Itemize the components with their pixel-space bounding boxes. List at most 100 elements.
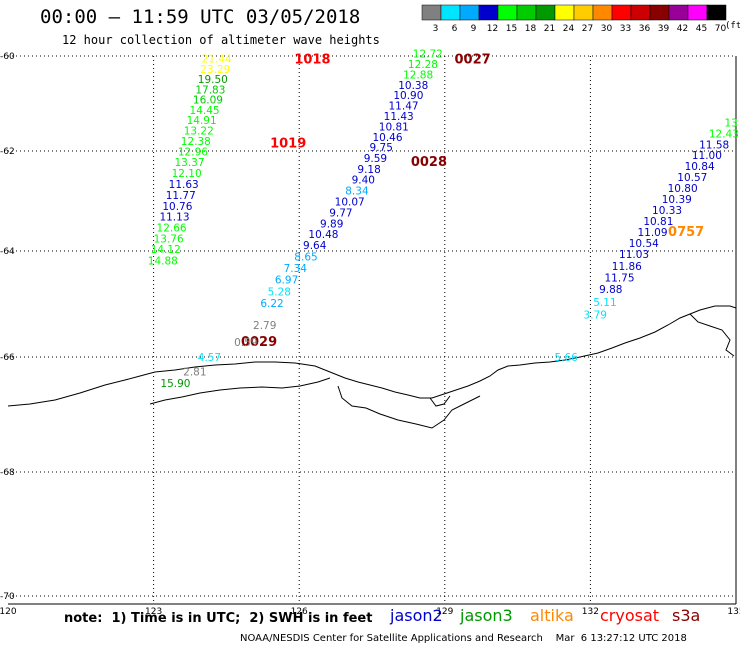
swh-value: 8.65 [294, 251, 317, 263]
lat-tick--66: -66 [0, 353, 15, 363]
swh-value: 5.66 [554, 352, 578, 364]
swh-value: 11.13 [159, 212, 189, 224]
swh-value: 10.48 [308, 229, 338, 241]
swh-value: 12.43 [709, 128, 739, 140]
page-subtitle: 12 hour collection of altimeter wave hei… [62, 33, 380, 47]
legend-label-42: 42 [677, 24, 688, 34]
swh-value: 0.59 [234, 337, 257, 349]
track-0757: 1312.4311.5811.0010.8410.5710.8010.3910.… [554, 118, 738, 365]
coastline-bay [429, 395, 451, 407]
legend-label-15: 15 [506, 24, 517, 34]
legend-swatch-18 [516, 4, 537, 21]
swh-value: 9.18 [357, 164, 380, 176]
lon-tick-135: 135 [727, 607, 740, 617]
footer-note: note: 1) Time is in UTC; 2) SWH is in fe… [64, 611, 373, 626]
swh-value: 10.76 [162, 201, 192, 213]
swh-value: 10.90 [393, 90, 423, 102]
satellite-s3a: s3a [672, 606, 701, 625]
swh-value: 9.75 [370, 142, 393, 154]
satellite-altika: altika [530, 606, 574, 625]
swh-value: 11.86 [612, 261, 642, 273]
time-label-0029: 0029 [241, 335, 277, 350]
swh-value: 17.83 [195, 84, 225, 96]
swh-value: 10.46 [372, 132, 402, 144]
legend-swatch-9 [459, 4, 480, 21]
legend-label-27: 27 [582, 24, 593, 34]
legend-label-39: 39 [658, 24, 670, 34]
swh-value: 11.43 [384, 111, 414, 123]
swh-value: 10.39 [662, 194, 692, 206]
swh-value: 11.09 [637, 227, 667, 239]
swh-value: 12.66 [157, 223, 187, 235]
track-0027: 12.7212.2812.8810.3810.9011.4711.4310.81… [160, 49, 442, 390]
lon-tick-132: 132 [582, 607, 599, 617]
time-label-0028: 0028 [411, 155, 447, 170]
legend-label-36: 36 [639, 24, 651, 34]
swh-value: 19.50 [198, 74, 228, 86]
swh-value: 14.45 [190, 105, 220, 117]
lon-tick-126: 126 [291, 607, 308, 617]
swh-value: 9.59 [364, 153, 387, 165]
track-1018: 21.4423.2919.5017.8316.0914.4514.9113.22… [148, 53, 232, 267]
swh-value: 7.34 [284, 263, 308, 275]
satellite-cryosat: cryosat [600, 606, 660, 625]
legend-label-70: 70 [715, 24, 727, 34]
legend-swatch-12 [478, 4, 499, 21]
swh-value: 15.90 [160, 378, 190, 390]
swh-value: 13.37 [174, 157, 204, 169]
legend-label-12: 12 [487, 24, 498, 34]
satellite-jason2: jason2 [390, 606, 443, 625]
swh-value: 9.64 [303, 240, 327, 252]
legend-swatch-24 [554, 4, 575, 21]
lat-tick--64: -64 [0, 247, 15, 257]
swh-value: 10.57 [677, 172, 707, 184]
lon-tick-129: 129 [436, 607, 453, 617]
swh-value: 16.09 [193, 95, 223, 107]
swh-value: 11.58 [699, 139, 729, 151]
time-label-1019: 1019 [270, 136, 306, 151]
legend-label-33: 33 [620, 24, 631, 34]
legend-label-9: 9 [471, 24, 477, 34]
swh-value: 10.84 [685, 161, 715, 173]
swh-value: 4.57 [198, 352, 221, 364]
legend-swatch-70 [706, 4, 727, 21]
swh-value: 9.88 [599, 284, 622, 296]
swh-value: 5.11 [593, 297, 616, 309]
swh-value: 13.22 [184, 126, 214, 138]
swh-value: 9.77 [329, 208, 352, 220]
graticule [8, 55, 736, 604]
coastline-peninsula [337, 385, 481, 429]
swh-value: 12.28 [408, 59, 438, 71]
swh-value: 2.81 [183, 366, 206, 378]
legend-swatch-15 [497, 4, 518, 21]
legend-label-3: 3 [433, 24, 439, 34]
swh-value: 3.79 [584, 310, 607, 322]
coastline-main [7, 305, 737, 407]
lon-tick-120: 120 [0, 607, 17, 617]
lat-tick--68: -68 [0, 468, 15, 478]
legend-swatch-30 [592, 4, 613, 21]
lon-tick-123: 123 [145, 607, 162, 617]
axis-tick-labels: 120 123 126 129 132 135 -60 -62 -64 -66 -68 -70 [0, 52, 740, 617]
swh-value: 10.80 [668, 183, 698, 195]
swh-value: 13.76 [154, 234, 184, 246]
color-legend: 3 6 9 12 15 18 21 24 27 30 33 36 39 42 45 70 [421, 4, 727, 34]
coastline-east-lobe [689, 313, 735, 357]
swh-value: 12.72 [413, 49, 443, 61]
swh-value: 10.81 [643, 216, 673, 228]
legend-swatch-45 [687, 4, 708, 21]
swh-value: 11.75 [604, 273, 634, 285]
swh-value: 10.33 [652, 205, 682, 217]
swh-value: 8.34 [345, 186, 369, 198]
legend-swatch-6 [440, 4, 461, 21]
legend-label-6: 6 [452, 24, 458, 34]
swh-value: 2.79 [253, 320, 276, 332]
swh-value: 14.12 [151, 244, 181, 256]
legend-label-18: 18 [525, 24, 537, 34]
legend-label-30: 30 [601, 24, 613, 34]
swh-value: 9.40 [352, 175, 375, 187]
swh-value: 11.03 [619, 249, 649, 261]
swh-value: 6.22 [260, 298, 283, 310]
legend-label-24: 24 [563, 24, 575, 34]
